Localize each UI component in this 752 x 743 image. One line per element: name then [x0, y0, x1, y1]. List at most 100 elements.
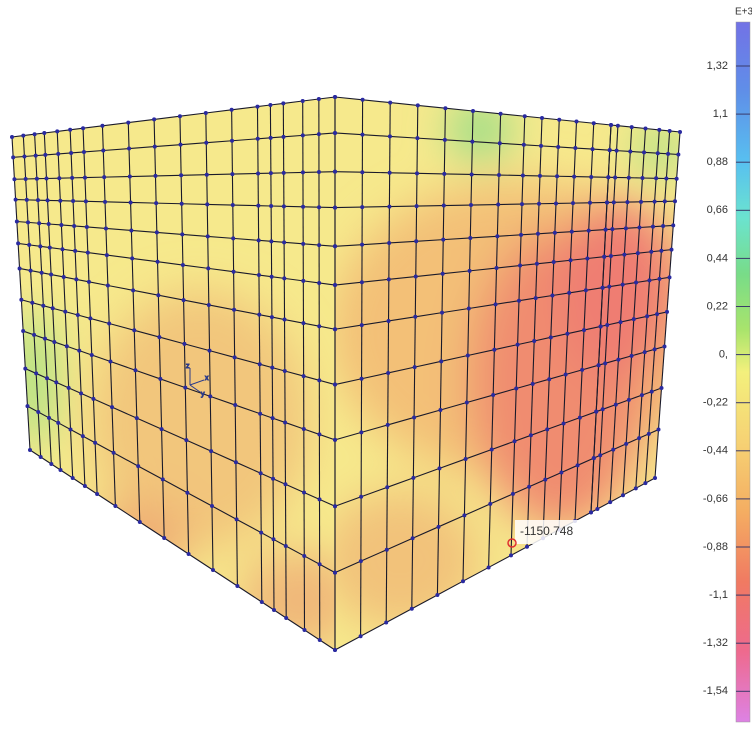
mesh-node [113, 504, 117, 508]
mesh-node [645, 314, 649, 318]
mesh-node [59, 223, 63, 227]
mesh-node [156, 260, 160, 264]
mesh-node [651, 225, 655, 229]
mesh-node [206, 234, 210, 238]
mesh-node [598, 453, 602, 457]
mesh-node [637, 226, 641, 230]
mesh-node [630, 354, 634, 358]
mesh-node [95, 492, 99, 496]
mesh-node [359, 559, 363, 563]
mesh-node [562, 421, 566, 425]
mesh-node [302, 554, 306, 558]
mesh-node [653, 200, 657, 204]
mesh-node [333, 131, 337, 135]
mesh-node [100, 124, 104, 128]
mesh-node [208, 394, 212, 398]
mesh-node [103, 200, 107, 204]
mesh-node [625, 200, 629, 204]
mesh-node [45, 376, 49, 380]
mesh-node [360, 377, 364, 381]
mesh-node [39, 455, 43, 459]
mesh-node [283, 420, 287, 424]
mesh-node [653, 476, 657, 480]
mesh-node [360, 170, 364, 174]
mesh-node [359, 634, 363, 638]
mesh-node [608, 500, 612, 504]
mesh-node [184, 438, 188, 442]
mesh-node [183, 386, 187, 390]
mesh-node [443, 138, 447, 142]
mesh-node [538, 174, 542, 178]
mesh-node [49, 273, 53, 277]
mesh-node [469, 203, 473, 207]
mesh-node [609, 254, 613, 258]
mesh-node [605, 200, 609, 204]
mesh-node [47, 222, 51, 226]
mesh-node [11, 155, 15, 159]
mesh-node [272, 608, 276, 612]
mesh-node [471, 109, 475, 113]
mesh-node [529, 433, 533, 437]
mesh-node [46, 198, 50, 202]
mesh-node [673, 199, 677, 203]
mesh-node [386, 423, 390, 427]
mesh-node [205, 173, 209, 177]
mesh-node [360, 323, 364, 327]
mesh-node [10, 135, 14, 139]
mesh-node [637, 436, 641, 440]
mesh-node [412, 415, 416, 419]
mesh-node [634, 486, 638, 490]
mesh-node [21, 329, 25, 333]
mesh-node [317, 281, 321, 285]
mesh-node [333, 438, 337, 442]
mesh-node [259, 471, 263, 475]
mesh-node [74, 277, 78, 281]
legend-label: 0, [719, 349, 728, 361]
mesh-node [597, 363, 601, 367]
legend-label: -0,66 [703, 493, 728, 505]
mesh-node [415, 171, 419, 175]
mesh-node [270, 275, 274, 279]
mesh-node [589, 175, 593, 179]
mesh-node [388, 101, 392, 105]
mesh-node [564, 373, 568, 377]
mesh-node [281, 101, 285, 105]
mesh-node [415, 204, 419, 208]
mesh-node [19, 298, 23, 302]
mesh-node [258, 412, 262, 416]
mesh-node [360, 243, 364, 247]
mesh-node [233, 355, 237, 359]
mesh-node [523, 114, 527, 118]
mesh-node [632, 317, 636, 321]
mesh-node [152, 117, 156, 121]
mesh-node [613, 175, 617, 179]
mesh-node [440, 311, 444, 315]
mesh-node [470, 140, 474, 144]
mesh-node [576, 463, 580, 467]
mesh-node [468, 269, 472, 273]
mesh-node [269, 136, 273, 140]
mesh-node [543, 478, 547, 482]
mesh-node [569, 258, 573, 262]
mesh-node [56, 421, 60, 425]
mesh-node [24, 177, 28, 181]
mesh-node [110, 405, 114, 409]
mesh-node [615, 149, 619, 153]
mesh-node [230, 139, 234, 143]
mesh-node [301, 279, 305, 283]
mesh-node [608, 148, 612, 152]
mesh-node [180, 232, 184, 236]
mesh-node [594, 410, 598, 414]
mesh-node [678, 130, 682, 134]
mesh-node [30, 301, 34, 305]
mesh-node [126, 121, 130, 125]
mesh-node [179, 173, 183, 177]
mesh-node [388, 171, 392, 175]
mesh-node [301, 133, 305, 137]
mesh-node [209, 449, 213, 453]
mesh-node [643, 481, 647, 485]
mesh-node [442, 204, 446, 208]
mesh-node [521, 174, 525, 178]
mesh-node [36, 198, 40, 202]
mesh-node [361, 98, 365, 102]
